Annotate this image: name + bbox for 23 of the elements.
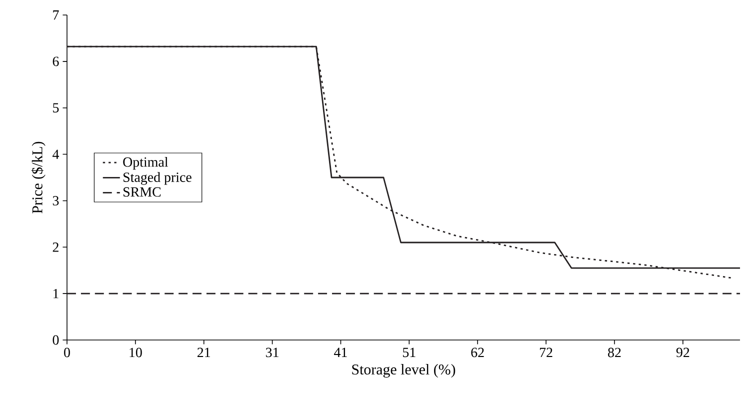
y-tick-label: 1 [53, 288, 58, 298]
y-axis-title: Price ($/kL) [31, 142, 46, 214]
y-tick-label: 4 [52, 150, 60, 159]
x-tick-label: 82 [608, 348, 621, 358]
x-tick-label: 41 [334, 348, 347, 357]
y-tick-label: 3 [52, 196, 59, 206]
y-tick-label: 6 [52, 56, 59, 66]
y-tick-label: 2 [52, 242, 58, 252]
y-tick-label: 0 [52, 335, 59, 345]
x-tick-label: 51 [403, 348, 416, 358]
legend-label: SRMC [124, 187, 161, 197]
x-tick-label: 72 [540, 348, 552, 358]
y-tick-label: 5 [53, 103, 59, 112]
x-tick-label: 31 [266, 348, 278, 358]
legend-label: Staged price [124, 172, 192, 185]
y-tick-label: 7 [53, 10, 59, 20]
legend-label: Optimal [123, 156, 168, 170]
x-axis-title: Storage level (%) [352, 364, 456, 378]
x-tick-label: 92 [676, 348, 690, 358]
x-tick-label: 21 [198, 348, 210, 358]
x-tick-label: 10 [130, 348, 142, 358]
x-tick-label: 0 [64, 348, 70, 358]
x-tick-label: 62 [471, 348, 484, 358]
